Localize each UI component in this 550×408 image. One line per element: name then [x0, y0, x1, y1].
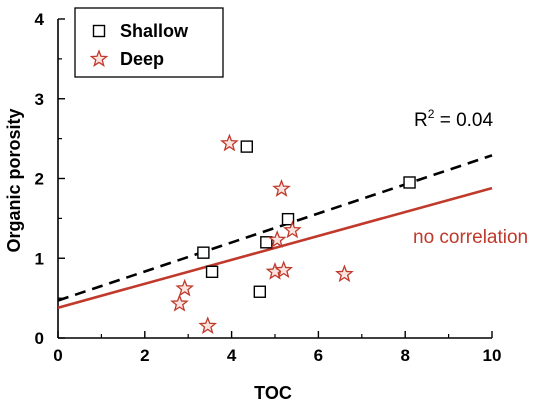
y-tick-label: 2	[35, 170, 44, 189]
data-point-shallow	[205, 265, 219, 279]
data-point-deep	[272, 179, 291, 197]
r-squared-annotation: R2 = 0.04	[414, 107, 493, 131]
data-point-deep	[170, 293, 189, 312]
data-point-deep	[335, 264, 354, 283]
x-tick-label: 6	[314, 346, 323, 365]
x-tick-label: 4	[227, 346, 237, 365]
plot-area: 0 2 4 6 8 10 0 1 2 3 4	[35, 10, 502, 365]
data-point-deep	[267, 230, 287, 248]
data-point-deep	[274, 260, 294, 279]
data-point-deep	[220, 133, 239, 152]
legend-box	[74, 7, 224, 78]
data-point-shallow	[240, 140, 253, 153]
data-point-shallow	[281, 212, 295, 226]
x-tick-label: 10	[483, 346, 502, 365]
legend-label-shallow: Shallow	[120, 21, 189, 41]
legend-marker-shallow	[92, 24, 106, 38]
legend-marker-deep	[89, 49, 109, 67]
y-tick-label: 0	[35, 329, 44, 348]
x-tick-label: 0	[53, 346, 62, 365]
fit-line-shallow	[57, 154, 493, 302]
r-squared-value: = 0.04	[434, 110, 493, 131]
x-axis-title: TOC	[254, 383, 292, 403]
legend: Shallow Deep	[74, 7, 224, 78]
fit-line-deep	[57, 186, 493, 309]
y-tick-label: 4	[35, 10, 45, 29]
x-tick-label: 8	[400, 346, 409, 365]
y-axis-title: Organic porosity	[4, 108, 24, 252]
y-tick-label: 3	[35, 90, 44, 109]
x-tick-label: 2	[140, 346, 149, 365]
data-point-shallow	[197, 246, 210, 259]
legend-label-deep: Deep	[120, 49, 164, 69]
data-point-deep	[198, 316, 218, 334]
data-point-shallow	[253, 285, 267, 298]
r-squared-label: R	[414, 110, 428, 131]
data-point-shallow	[403, 176, 416, 189]
data-point-deep	[283, 220, 302, 239]
y-tick-label: 1	[35, 249, 44, 268]
data-point-shallow	[260, 236, 273, 249]
data-point-deep	[175, 278, 195, 297]
no-correlation-annotation: no correlation	[413, 227, 528, 248]
r-squared-superscript: 2	[428, 107, 435, 121]
